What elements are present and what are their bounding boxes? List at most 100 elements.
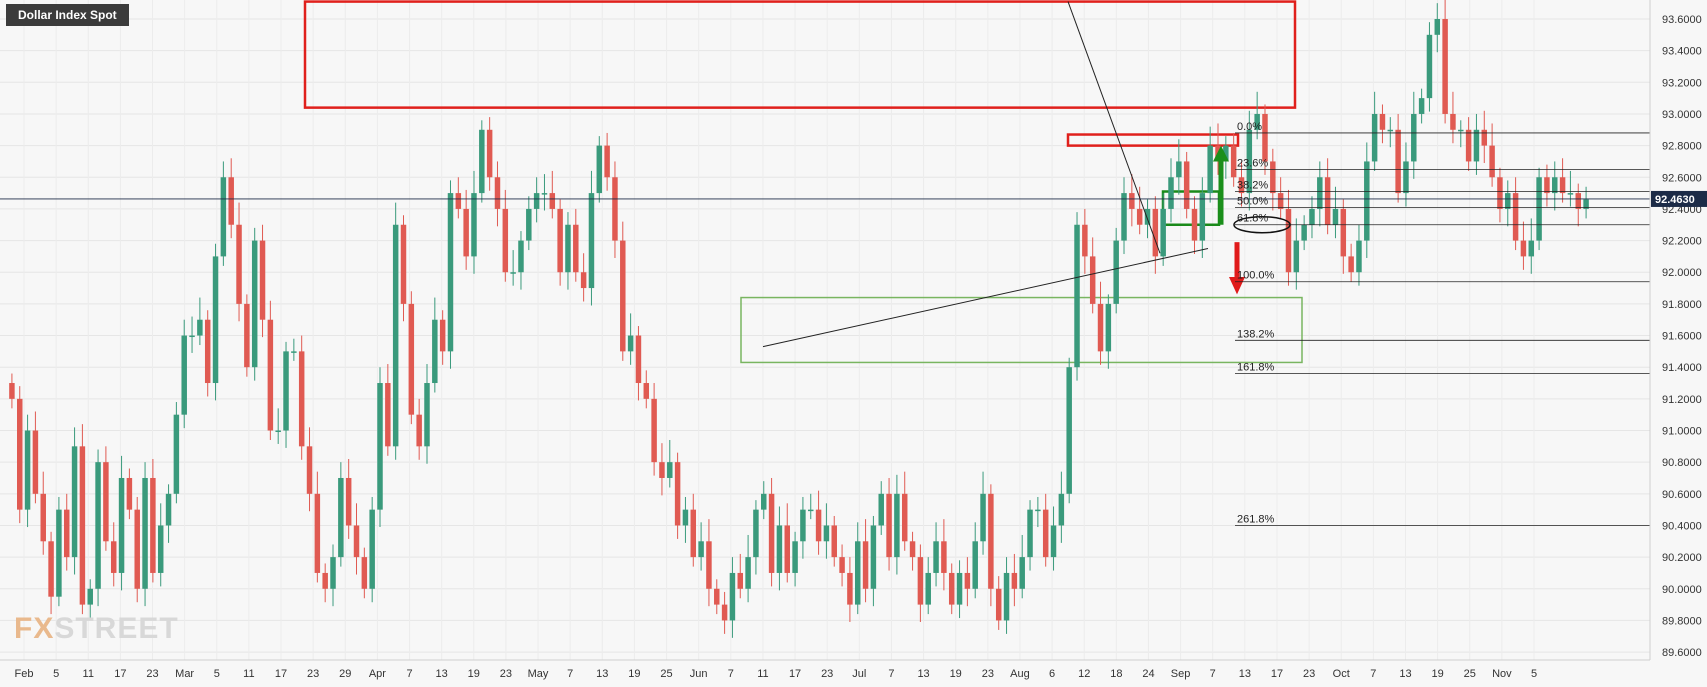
candle [1191, 196, 1198, 255]
candle-body [1301, 224, 1307, 241]
candle [1371, 91, 1378, 171]
candle-body [745, 557, 751, 589]
candle-body [306, 446, 313, 494]
candle [1458, 120, 1464, 148]
candle-body [1379, 113, 1386, 130]
y-tick-label: 93.6000 [1662, 14, 1702, 26]
candle [1418, 88, 1425, 124]
candle-body [1230, 145, 1237, 178]
candle [549, 170, 556, 219]
candle-body [1270, 161, 1276, 194]
candle-body [714, 588, 720, 605]
candle-body [24, 430, 31, 510]
candle [1520, 221, 1527, 270]
candle [1121, 177, 1127, 255]
candle-body [455, 193, 462, 209]
candle-body [377, 383, 383, 510]
fib-label: 23.6% [1237, 157, 1268, 169]
candle-body [244, 303, 250, 368]
candle [1395, 113, 1401, 203]
candle-body [1105, 303, 1112, 352]
candle-body [1050, 525, 1057, 558]
x-tick-label: 11 [243, 668, 254, 680]
candle-body [189, 335, 195, 338]
candles [9, 0, 1589, 638]
candle [494, 161, 501, 227]
candle [1583, 186, 1589, 219]
candle-body [1176, 161, 1182, 178]
x-tick-label: 29 [339, 668, 351, 680]
candle-body [784, 525, 790, 573]
candle [1152, 196, 1159, 274]
candle-body [1293, 240, 1300, 273]
x-tick-label: Nov [1492, 668, 1512, 680]
candle-body [361, 557, 368, 589]
candle-body [1317, 177, 1323, 209]
candle [596, 136, 603, 203]
candle [674, 452, 681, 539]
candle-body [502, 208, 509, 273]
candle-body [1191, 208, 1198, 241]
candle-body [541, 193, 548, 195]
candle-body [204, 319, 211, 384]
candle [244, 294, 250, 377]
candle [79, 424, 86, 615]
candle [173, 402, 180, 504]
candle [1176, 139, 1182, 195]
x-tick-label: Mar [175, 668, 194, 680]
ascending-trendline [762, 248, 1209, 348]
candle-body [964, 572, 971, 589]
candle [1497, 167, 1503, 223]
candle-body [95, 462, 101, 589]
candle [1105, 294, 1112, 369]
candle-body [580, 272, 587, 289]
candle-body [1160, 208, 1166, 257]
candle-body [157, 525, 164, 573]
candle [1567, 170, 1574, 207]
candle [1301, 215, 1307, 251]
candle-body [1387, 129, 1394, 132]
candle-body [643, 383, 650, 399]
candle-body [212, 256, 219, 384]
candle-body [63, 509, 70, 558]
candle [854, 522, 861, 615]
y-tick-label: 90.2000 [1662, 552, 1702, 564]
candle [862, 519, 869, 603]
candle-body [1340, 208, 1347, 257]
candle [1035, 496, 1041, 528]
x-tick-label: 7 [1210, 668, 1216, 680]
candle [698, 522, 704, 571]
candle-body [1285, 208, 1292, 273]
candle-body [424, 383, 430, 447]
logo-suffix: STREET [54, 612, 179, 645]
fib-label: 161.8% [1237, 362, 1275, 374]
candle [745, 534, 751, 603]
candle [706, 519, 712, 607]
x-tick-label: 13 [436, 668, 448, 680]
candle [651, 383, 657, 476]
candle [518, 231, 524, 290]
candle-body [1144, 208, 1151, 225]
candle-body [886, 493, 892, 558]
candle-body [486, 129, 493, 178]
candle-body [338, 477, 344, 558]
candle-body [1121, 193, 1127, 241]
candle-body [1097, 303, 1104, 352]
fxstreet-logo: FXSTREET [14, 612, 179, 646]
candle [157, 503, 164, 587]
candle-body [1575, 193, 1581, 209]
x-tick-label: 13 [1399, 668, 1411, 680]
fib-label: 138.2% [1237, 328, 1275, 340]
x-tick-label: 19 [468, 668, 480, 680]
candle-body [142, 477, 148, 589]
candle [1473, 113, 1480, 175]
candle-body [322, 572, 328, 589]
candle-body [392, 224, 399, 447]
candle-body [1434, 18, 1441, 35]
candle [40, 471, 46, 555]
candle [1293, 218, 1300, 290]
candle [353, 503, 360, 575]
candle [447, 180, 454, 369]
candle [291, 338, 297, 361]
